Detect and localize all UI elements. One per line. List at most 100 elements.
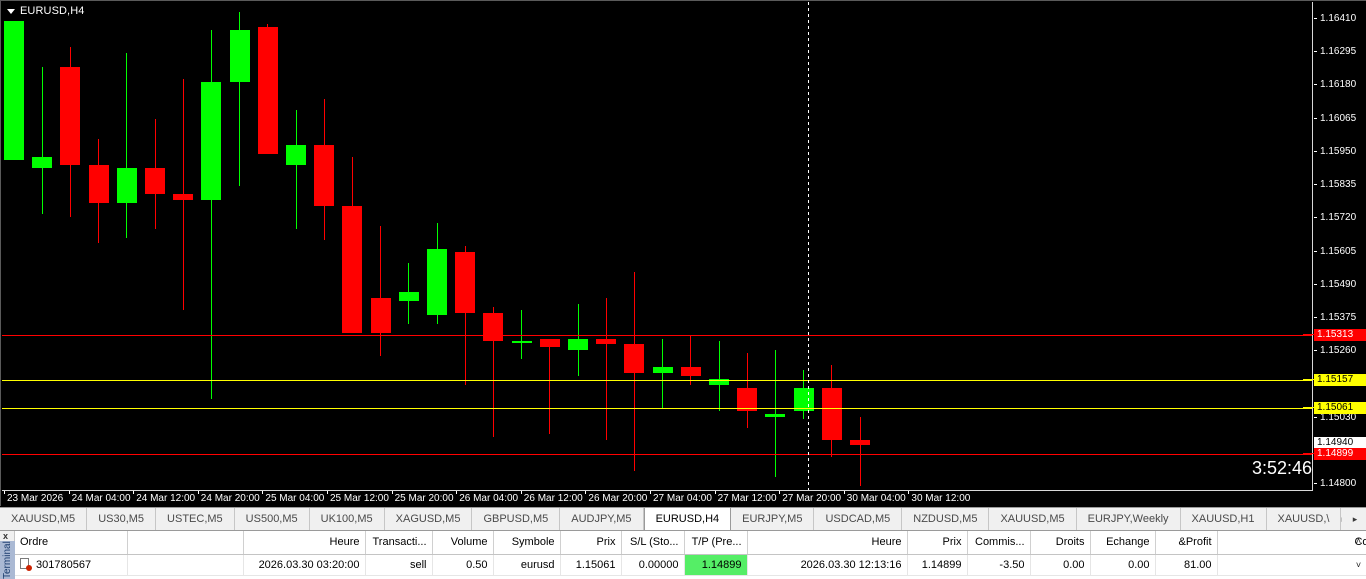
cell-swap: 0.00 xyxy=(1090,554,1156,576)
chart-tab-xauusd-h1[interactable]: XAUUSD,H1 xyxy=(1180,508,1267,530)
candle-body xyxy=(539,338,560,348)
time-tick-label: 25 Mar 04:00 xyxy=(265,493,325,504)
candle-body xyxy=(427,249,447,316)
candle-wick xyxy=(492,306,494,437)
column-header-prix[interactable]: Prix xyxy=(907,531,968,555)
chart-tab-label: USDCAD,M5 xyxy=(825,513,891,525)
chart-tab-xagusd-m5[interactable]: XAGUSD,M5 xyxy=(384,508,473,530)
price-tick-label: 1.16180 xyxy=(1320,79,1357,91)
chart-tab-audjpy-m5[interactable]: AUDJPY,M5 xyxy=(560,508,644,530)
tick-mark-icon xyxy=(1314,316,1317,318)
chart-window[interactable]: 3:52:46 EURUSD,H4 1.16410 1.16295 1.16180 1… xyxy=(0,0,1366,506)
chart-tab-eurusd-h4[interactable]: EURUSD,H4 xyxy=(643,508,732,530)
column-header-commis[interactable]: Commis... xyxy=(967,531,1031,555)
column-header-transacti[interactable]: Transacti... xyxy=(365,531,433,555)
candle-body xyxy=(88,165,109,203)
candle xyxy=(709,2,729,490)
price-tick: 1.15720 xyxy=(1313,212,1366,223)
chart-tab-xauusd-m5[interactable]: XAUUSD,M5 xyxy=(989,508,1077,530)
tick-mark-icon xyxy=(1314,84,1317,86)
candle-body xyxy=(850,439,870,446)
time-tick-mark xyxy=(843,491,845,494)
bar-countdown-timer: 3:52:46 xyxy=(1252,458,1313,479)
marker-stub xyxy=(1303,453,1314,455)
candle xyxy=(652,2,673,490)
chart-tab-us500-m5[interactable]: US500,M5 xyxy=(234,508,310,530)
scroll-down-icon[interactable]: ˅ xyxy=(1355,560,1362,570)
column-header-symbole[interactable]: Symbole xyxy=(493,531,561,555)
candle-body xyxy=(821,387,842,440)
time-tick-label: 27 Mar 12:00 xyxy=(717,493,777,504)
time-tick-mark xyxy=(197,491,199,494)
column-header-s-l-sto[interactable]: S/L (Sto... xyxy=(621,531,685,555)
chart-tab-label: EURUSD,H4 xyxy=(655,513,720,525)
orders-table-container[interactable]: Ordre Heure Transacti... Volume Symbole Prix S… xyxy=(15,531,1366,579)
chart-tab-gbpusd-m5[interactable]: GBPUSD,M5 xyxy=(472,508,561,530)
marker-stub xyxy=(1303,406,1314,408)
table-row[interactable]: 301780567 2026.03.30 03:20:00 sell 0.50 euru… xyxy=(15,554,1366,576)
chart-tab-xauusd-m5[interactable]: XAUUSD,M5 xyxy=(0,508,88,530)
marker-stub xyxy=(1303,333,1314,335)
chart-tab-label: EURJPY,M5 xyxy=(742,513,803,525)
candle-body xyxy=(173,194,194,200)
chart-tab-eurjpy-m5[interactable]: EURJPY,M5 xyxy=(731,508,815,530)
price-marker-level: 1.15157 xyxy=(1303,373,1366,386)
scroll-up-icon[interactable]: ˄ xyxy=(1355,536,1362,546)
terminal-panel: x Terminal Ordre Heure Transacti... Volume S… xyxy=(0,530,1366,579)
chart-tab-xauusd-[interactable]: XAUUSD,\ xyxy=(1266,508,1342,530)
column-header-heure[interactable]: Heure xyxy=(747,531,908,555)
period-separator-line xyxy=(808,2,809,490)
chart-tab-label: XAGUSD,M5 xyxy=(395,513,461,525)
candle xyxy=(680,2,701,490)
candle-body xyxy=(624,344,645,374)
column-header-volume[interactable]: Volume xyxy=(432,531,494,555)
chart-tab-bar[interactable]: XAUUSD,M5 US30,M5 USTEC,M5 US500,M5 UK100,M5… xyxy=(0,507,1366,530)
chevron-down-icon[interactable] xyxy=(7,8,15,14)
chart-plot-area[interactable]: 3:52:46 xyxy=(2,2,1313,490)
column-header-blank[interactable] xyxy=(127,531,244,555)
column-header-prix[interactable]: Prix xyxy=(560,531,622,555)
time-tick-mark xyxy=(133,491,135,494)
column-header-ordre[interactable]: Ordre xyxy=(15,531,128,555)
column-header-heure[interactable]: Heure xyxy=(243,531,366,555)
tick-mark-icon xyxy=(1314,184,1317,186)
price-scale[interactable]: 1.16410 1.16295 1.16180 1.16065 1.15950 1.158… xyxy=(1303,2,1366,490)
candle xyxy=(483,2,504,490)
chart-tab-us30-m5[interactable]: US30,M5 xyxy=(87,508,157,530)
chart-tab-ustec-m5[interactable]: USTEC,M5 xyxy=(156,508,235,530)
chart-tab-uk100-m5[interactable]: UK100,M5 xyxy=(309,508,385,530)
time-tick-label: 27 Mar 04:00 xyxy=(653,493,712,504)
chart-symbol-label[interactable]: EURUSD,H4 xyxy=(7,5,84,17)
price-tick-label: 1.15490 xyxy=(1320,278,1357,290)
close-icon[interactable]: x xyxy=(3,531,9,541)
column-header-commentaire[interactable]: Commentaire xyxy=(1217,531,1366,555)
time-scale[interactable]: 23 Mar 2026 24 Mar 04:00 24 Mar 12:00 24 Ma… xyxy=(2,490,1313,506)
tab-scroll-right-icon[interactable]: ▸ xyxy=(1352,513,1358,524)
chart-tab-usdcad-m5[interactable]: USDCAD,M5 xyxy=(814,508,903,530)
candle-body xyxy=(32,156,53,169)
price-tick-label: 1.15720 xyxy=(1320,212,1357,224)
candle xyxy=(821,2,842,490)
column-header--profit[interactable]: &Profit xyxy=(1155,531,1218,555)
candle xyxy=(568,2,588,490)
candle-body xyxy=(286,145,306,166)
chart-tab-eurjpy-weekly[interactable]: EURJPY,Weekly xyxy=(1076,508,1181,530)
time-tick-mark xyxy=(650,491,651,494)
candle xyxy=(427,2,447,490)
price-tick: 1.16410 xyxy=(1313,13,1366,24)
chart-tab-nzdusd-m5[interactable]: NZDUSD,M5 xyxy=(902,508,990,530)
column-header-echange[interactable]: Echange xyxy=(1090,531,1156,555)
time-tick-label: 26 Mar 04:00 xyxy=(459,493,519,504)
cell-price-close: 1.14899 xyxy=(907,554,968,576)
candle xyxy=(314,2,335,490)
cell-symbol: eurusd xyxy=(493,554,561,576)
terminal-vertical-tab[interactable]: Terminal xyxy=(0,541,15,579)
column-header-t-p-pre[interactable]: T/P (Pre... xyxy=(684,531,748,555)
chart-tab-label: XAUUSD,M5 xyxy=(1000,513,1065,525)
tick-mark-icon xyxy=(1314,350,1317,352)
column-header-droits[interactable]: Droits xyxy=(1030,531,1091,555)
candle-wick xyxy=(718,341,720,411)
price-tick-label: 1.15260 xyxy=(1320,345,1357,357)
cell-profit: 81.00 xyxy=(1155,554,1218,576)
candle-wick xyxy=(380,225,382,356)
